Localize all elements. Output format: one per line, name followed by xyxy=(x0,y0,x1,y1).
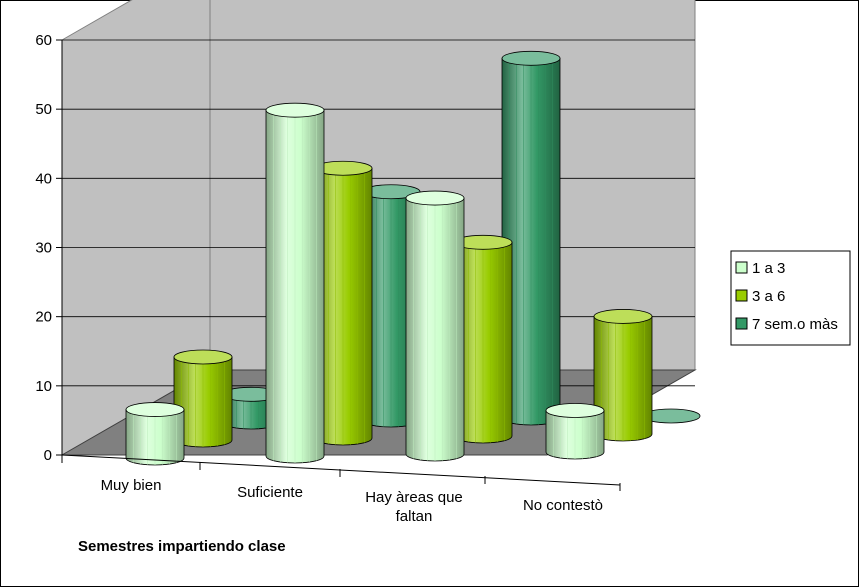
bar-top xyxy=(545,403,605,418)
y-tick-label: 20 xyxy=(35,309,52,326)
y-tick-label: 50 xyxy=(35,101,52,118)
x-axis-categories: Muy bien Suficiente Hay àreas que faltan No … xyxy=(61,454,621,525)
bar xyxy=(265,102,325,464)
y-tick-label: 30 xyxy=(35,240,52,257)
x-category-label: No contestò xyxy=(523,497,603,514)
bar xyxy=(313,160,373,446)
y-tick-label: 60 xyxy=(35,32,52,49)
y-tick-label: 0 xyxy=(44,447,52,464)
bar xyxy=(593,309,653,442)
bar xyxy=(405,190,465,462)
x-category-label: Muy bien xyxy=(101,477,162,494)
legend-label: 3 a 6 xyxy=(752,288,785,305)
legend-swatch xyxy=(735,317,748,330)
bar-top xyxy=(125,402,185,417)
bar xyxy=(545,403,605,460)
y-axis-ticks: 0 10 20 30 40 50 60 xyxy=(35,32,63,464)
bar-top xyxy=(173,349,233,365)
bar-top xyxy=(265,102,325,118)
legend: 1 a 3 3 a 6 7 sem.o màs xyxy=(730,250,851,346)
legend-label: 7 sem.o màs xyxy=(752,316,838,333)
bar xyxy=(221,386,281,430)
bars xyxy=(125,50,701,466)
bar-top xyxy=(593,309,653,324)
legend-swatch xyxy=(735,289,748,302)
bar-top xyxy=(501,50,561,66)
legend-box xyxy=(730,250,851,346)
bar xyxy=(501,50,561,426)
y-tick-label: 40 xyxy=(35,170,52,187)
x-category-label: Hay àreas que faltan xyxy=(365,489,463,525)
x-axis-title: Semestres impartiendo clase xyxy=(78,538,286,555)
legend-label: 1 a 3 xyxy=(752,260,785,277)
x-category-label: Suficiente xyxy=(237,484,303,501)
x-axis-line xyxy=(61,454,621,486)
bar xyxy=(125,402,185,466)
bar-top xyxy=(405,190,465,206)
y-tick-label: 10 xyxy=(35,378,52,395)
legend-swatch xyxy=(735,261,748,274)
